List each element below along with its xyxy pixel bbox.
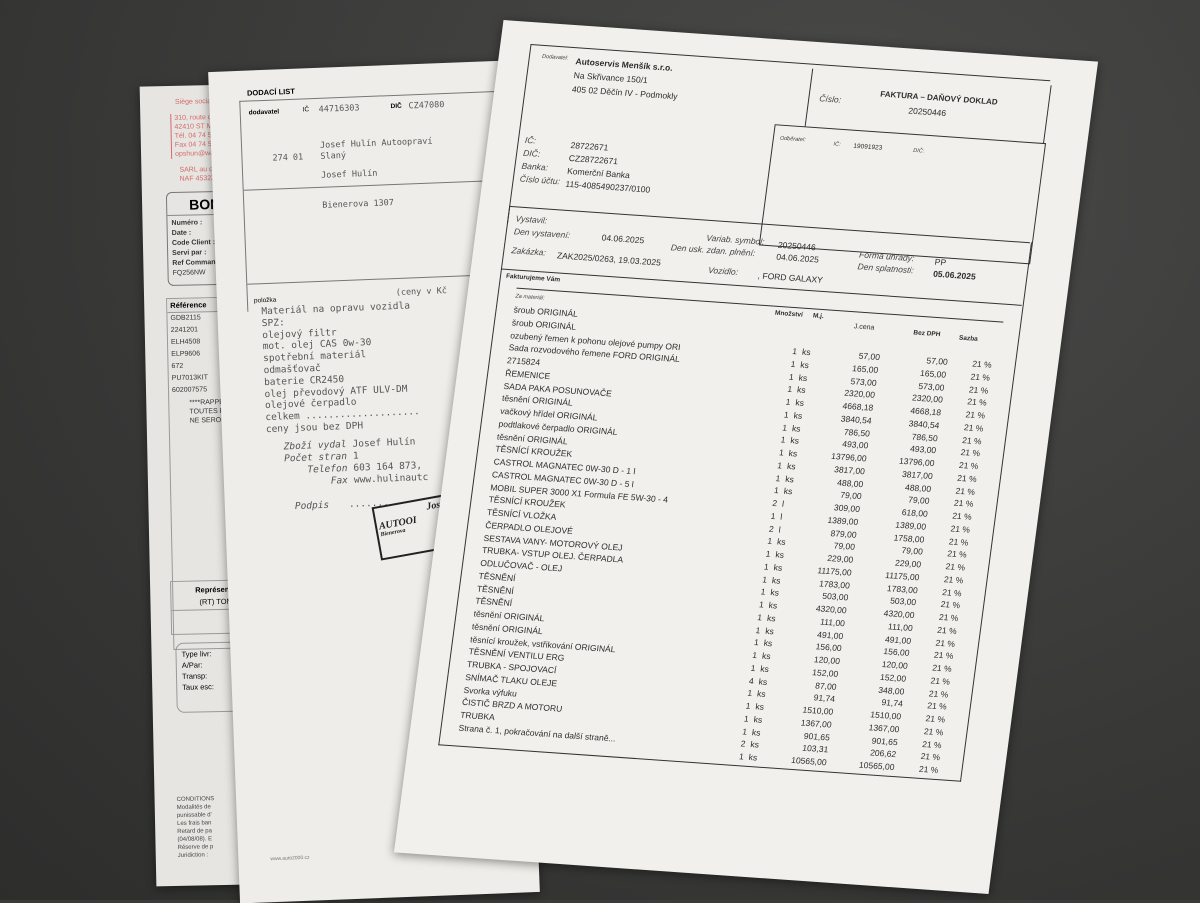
city: Slaný — [320, 150, 347, 162]
dodaci-footer-value: www.hulinautc — [353, 471, 429, 486]
vystavil-label: Vystavil: — [515, 213, 548, 226]
ic-label: IČ — [302, 106, 310, 114]
dic-value: CZ28722671 — [568, 152, 619, 167]
ceny-label: (ceny v Kč — [395, 286, 448, 299]
website-footer: www.auto2000.cz — [270, 854, 310, 863]
cislo-label: Číslo: — [818, 93, 842, 105]
siege-label: Siège social — [174, 98, 213, 106]
forma-value: PP — [934, 256, 947, 268]
invoice-document: Dodavatel: Autoservis Menšík s.r.o. Na S… — [393, 20, 1099, 894]
dic-label: DIČ — [390, 102, 402, 111]
banka-label: Banka: — [520, 160, 549, 173]
postal-code: 274 01 — [272, 152, 304, 164]
conditions-line: Juridiction : — [177, 852, 209, 859]
dodaci-items: Materiál na opravu vozidla SPZ: olejový fi… — [261, 300, 420, 436]
odb-ic-label: IČ: — [833, 141, 841, 148]
supplier-street: Na Skřivance 150/1 — [573, 70, 649, 86]
odb-dic-label: DIČ: — [912, 147, 925, 155]
bon-field-label: Date : — [171, 229, 192, 237]
ic-label: IČ: — [524, 134, 537, 146]
supplier-city: 405 02 Děčín IV - Podmokly — [571, 83, 679, 102]
conditions-text: CONDITIONS Modalités de punissable d' Les f… — [177, 795, 216, 860]
ucet-label: Číslo účtu: — [519, 173, 561, 187]
ucet-value: 115-4085490237/0100 — [564, 178, 651, 195]
dodaci-footer-value: Josef Hulín — [352, 436, 416, 450]
polozka-label: položka — [253, 296, 277, 305]
odb-ic-value: 19091923 — [852, 142, 883, 152]
item-unit: ks — [748, 751, 758, 763]
ic-value: 28722671 — [569, 140, 610, 153]
dodavatel-label: Dodavatel: — [541, 53, 569, 62]
supplier-address: Josef Hulín Autoopraví Josef Hulín Biene… — [319, 117, 436, 231]
dic-label: DIČ: — [522, 147, 541, 159]
odberatel-label: Odběratel: — [779, 135, 806, 144]
dodavatel-label: dodavatel — [248, 108, 280, 117]
dodaci-footer-label: Fax — [330, 475, 349, 487]
bon-field-label: Code Client : — [171, 239, 216, 247]
col-mj: M.j. — [812, 312, 825, 321]
col-jcena: J.cena — [853, 323, 875, 332]
vozidlo-label: Vozidlo: — [707, 264, 739, 277]
dodaci-list-title: DODACÍ LIST — [246, 86, 296, 98]
bon-field-label: Servi par : — [172, 249, 207, 257]
dodaci-footer: Zboží vydal Josef Hulín Počet stran 1 Telefo… — [264, 436, 428, 490]
dic-value: CZ47080 — [408, 100, 445, 112]
address-line: Josef Hulín — [321, 168, 378, 181]
ic-value: 44716303 — [318, 103, 360, 115]
document-title: FAKTURA – DAŇOVÝ DOKLAD — [879, 89, 999, 107]
bon-field-label: Numéro : — [171, 219, 203, 227]
address-line: Bienerova 1307 — [322, 198, 395, 211]
banka-value: Komerční Banka — [566, 165, 631, 181]
col-sazba: Sazba — [958, 334, 979, 343]
dodaci-footer-value: 1 — [352, 450, 359, 462]
podpis-label: Podpis — [294, 499, 330, 513]
invoice-number: 20250446 — [907, 105, 947, 119]
address-line: Josef Hulín Autoopraví — [319, 136, 433, 151]
